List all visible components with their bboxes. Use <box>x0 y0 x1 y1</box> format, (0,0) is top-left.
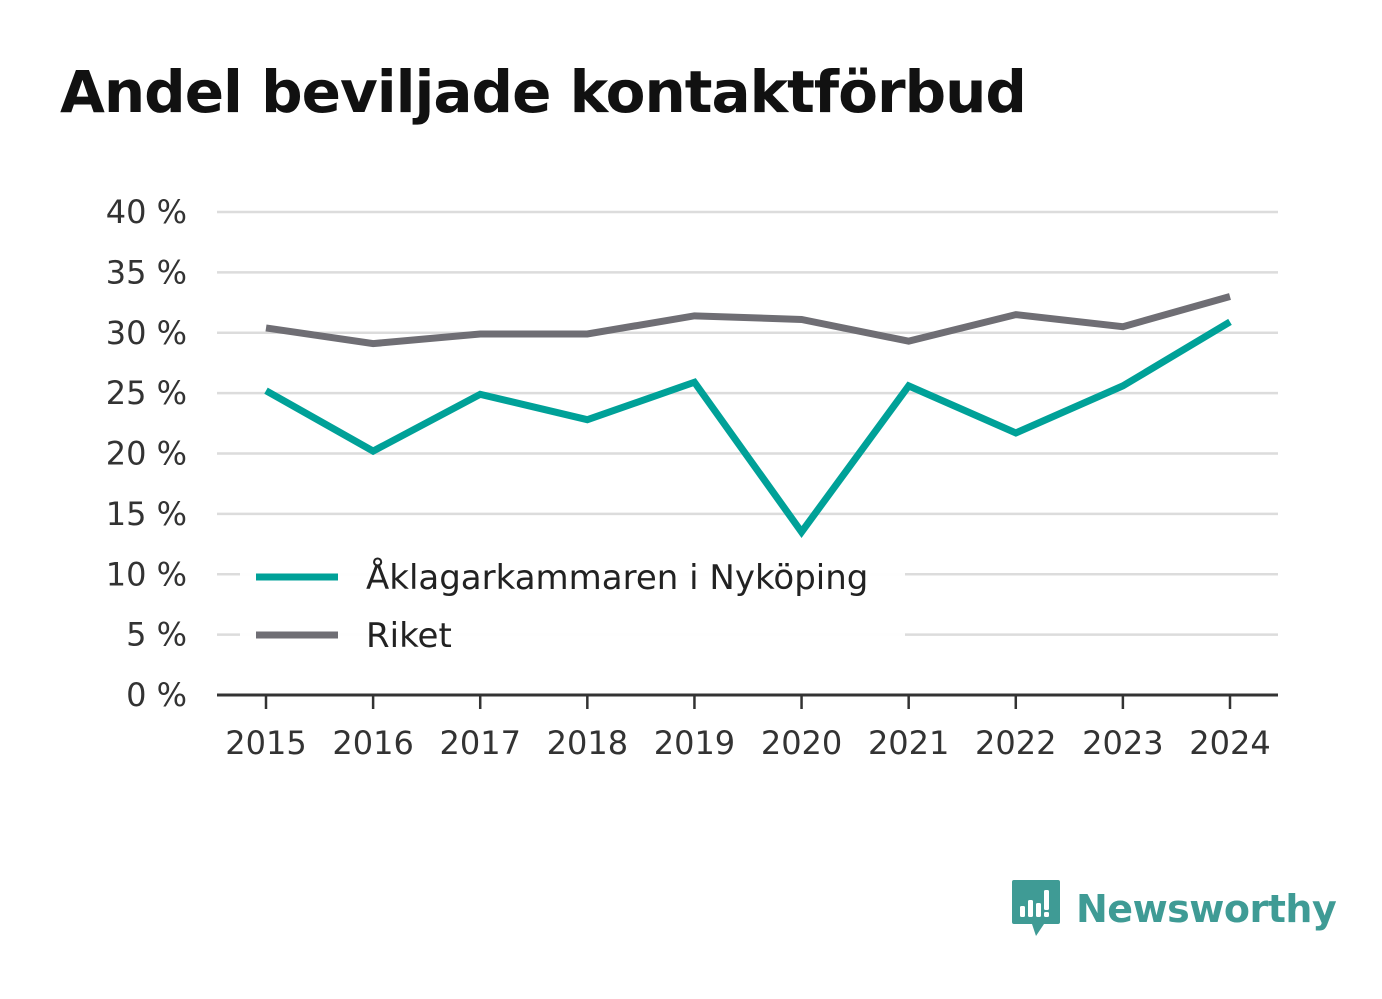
legend-label: Åklagarkammaren i Nyköping <box>366 557 868 598</box>
y-tick-label: 5 % <box>126 616 187 654</box>
y-tick-label: 40 % <box>106 193 187 231</box>
legend-background <box>240 540 905 656</box>
x-tick-label: 2023 <box>1082 724 1163 762</box>
brand-logo: Newsworthy <box>1010 878 1337 940</box>
x-tick-label: 2016 <box>332 724 413 762</box>
x-axis: 2015 2016 2017 2018 2019 2020 2021 2022 2023 2024 <box>217 693 1278 762</box>
x-tick-label: 2020 <box>761 724 842 762</box>
series-lines <box>264 293 1232 538</box>
x-tick-label: 2024 <box>1189 724 1270 762</box>
chart-title: Andel beviljade kontaktförbud <box>60 58 1027 126</box>
legend: Åklagarkammaren i Nyköping Riket <box>240 540 905 656</box>
x-tick-label: 2017 <box>440 724 521 762</box>
y-tick-label: 0 % <box>126 676 187 714</box>
x-tick-label: 2018 <box>547 724 628 762</box>
y-tick-label: 10 % <box>106 555 187 593</box>
y-tick-label: 30 % <box>106 314 187 352</box>
newsworthy-logo-icon <box>1012 880 1060 936</box>
series-line <box>264 318 1232 538</box>
y-axis-ticks: 0 % 5 % 10 % 15 % 20 % 25 % 30 % 35 % 40 % <box>106 193 187 714</box>
x-tick-label: 2015 <box>225 724 306 762</box>
x-tick-label: 2019 <box>654 724 735 762</box>
x-tick-label: 2021 <box>868 724 949 762</box>
legend-label: Riket <box>366 616 452 656</box>
brand-name: Newsworthy <box>1076 887 1337 931</box>
y-tick-label: 35 % <box>106 253 187 291</box>
series-line <box>265 293 1231 348</box>
y-tick-label: 25 % <box>106 374 187 412</box>
y-tick-label: 20 % <box>106 435 187 473</box>
y-tick-label: 15 % <box>106 495 187 533</box>
x-tick-label: 2022 <box>975 724 1056 762</box>
